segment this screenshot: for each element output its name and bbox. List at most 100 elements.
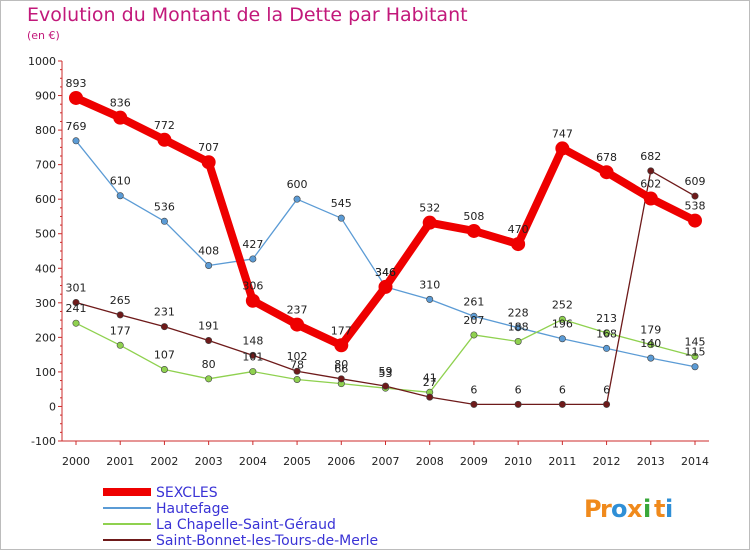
data-label-1: 196 [552, 318, 573, 331]
data-label-3: 148 [242, 334, 263, 347]
y-tick-label: 100 [35, 366, 56, 379]
series-point-2 [691, 352, 699, 360]
y-tick-label: 200 [35, 331, 56, 344]
data-label-1: 261 [463, 295, 484, 308]
data-label-2: 207 [463, 314, 484, 327]
series-point-3 [558, 400, 566, 408]
series-point-1 [470, 312, 478, 320]
data-label-1: 408 [198, 245, 219, 258]
data-label-2: 80 [202, 358, 216, 371]
x-tick-label: 2012 [593, 455, 621, 468]
series-point-0 [245, 293, 260, 308]
data-label-1: 346 [375, 266, 396, 279]
series-point-2 [603, 329, 611, 337]
x-tick-label: 2004 [239, 455, 267, 468]
y-tick-label: 0 [49, 400, 56, 413]
series-point-1 [205, 262, 213, 270]
data-label-3: 609 [685, 175, 706, 188]
data-label-0: 602 [640, 177, 661, 190]
data-label-0: 306 [242, 280, 263, 293]
data-label-1: 228 [508, 307, 529, 320]
series-point-2 [647, 341, 655, 349]
data-label-3: 6 [470, 383, 477, 396]
series-point-2 [205, 375, 213, 383]
data-label-3: 265 [110, 294, 131, 307]
data-label-0: 470 [508, 223, 529, 236]
series-point-1 [603, 344, 611, 352]
series-point-0 [290, 317, 305, 332]
data-label-2: 177 [110, 324, 131, 337]
series-point-3 [337, 375, 345, 383]
series-point-1 [293, 195, 301, 203]
series-point-1 [72, 137, 80, 145]
data-label-3: 6 [559, 383, 566, 396]
series-point-1 [116, 192, 124, 200]
series-point-1 [249, 255, 257, 263]
data-label-0: 237 [287, 304, 308, 317]
data-label-1: 610 [110, 175, 131, 188]
x-tick-label: 2014 [681, 455, 709, 468]
series-point-3 [249, 351, 257, 359]
series-point-2 [558, 315, 566, 323]
series-point-0 [688, 213, 702, 228]
data-label-3: 301 [66, 281, 87, 294]
series-point-0 [466, 223, 481, 238]
series-point-1 [647, 354, 655, 362]
series-point-3 [381, 382, 389, 390]
data-label-2: 53 [379, 367, 393, 380]
x-tick-label: 2011 [548, 455, 576, 468]
logo-letter: t [654, 495, 665, 523]
data-label-1: 769 [66, 120, 87, 133]
data-label-0: 836 [110, 97, 131, 110]
x-tick-label: 2003 [195, 455, 223, 468]
data-label-0: 678 [596, 151, 617, 164]
data-label-2: 101 [242, 351, 263, 364]
series-point-0 [113, 110, 128, 125]
series-point-0 [378, 279, 393, 294]
logo-letter: i [643, 495, 651, 523]
logo-letter: r [600, 495, 612, 523]
data-label-0: 177 [331, 324, 352, 337]
legend-label: Hautefage [156, 501, 229, 517]
series-point-2 [293, 376, 301, 384]
data-label-2: 78 [290, 359, 304, 372]
y-tick-label: 700 [35, 159, 56, 172]
series-point-3 [116, 311, 124, 319]
series-point-3 [293, 367, 301, 375]
logo-letter: x [627, 495, 643, 523]
legend-label: La Chapelle-Saint-Géraud [156, 517, 336, 533]
data-label-2: 107 [154, 348, 175, 361]
data-label-1: 140 [640, 337, 661, 350]
series-point-3 [205, 336, 213, 344]
series-point-1 [558, 335, 566, 343]
y-tick-label: 300 [35, 297, 56, 310]
legend-label: Saint-Bonnet-les-Tours-de-Merle [156, 533, 378, 549]
data-label-0: 707 [198, 141, 219, 154]
y-tick-label: -100 [31, 435, 56, 448]
data-label-3: 102 [287, 350, 308, 363]
data-label-3: 27 [423, 376, 437, 389]
data-label-1: 168 [596, 327, 617, 340]
series-point-2 [470, 331, 478, 339]
y-tick-label: 600 [35, 193, 56, 206]
x-tick-label: 2013 [637, 455, 665, 468]
series-point-3 [603, 400, 611, 408]
data-label-3: 59 [379, 365, 393, 378]
data-label-2: 66 [334, 363, 348, 376]
series-point-3 [647, 167, 655, 175]
data-label-0: 532 [419, 202, 440, 215]
data-label-0: 538 [685, 200, 706, 213]
chart-subtitle: (en €) [27, 29, 60, 42]
series-point-0 [511, 237, 526, 252]
series-point-3 [72, 298, 80, 306]
y-tick-label: 400 [35, 262, 56, 275]
x-tick-label: 2008 [416, 455, 444, 468]
data-label-3: 80 [334, 358, 348, 371]
data-label-0: 772 [154, 119, 175, 132]
series-point-1 [337, 214, 345, 222]
series-point-3 [514, 400, 522, 408]
series-point-3 [160, 323, 168, 331]
data-label-2: 188 [508, 321, 529, 334]
series-point-3 [470, 400, 478, 408]
